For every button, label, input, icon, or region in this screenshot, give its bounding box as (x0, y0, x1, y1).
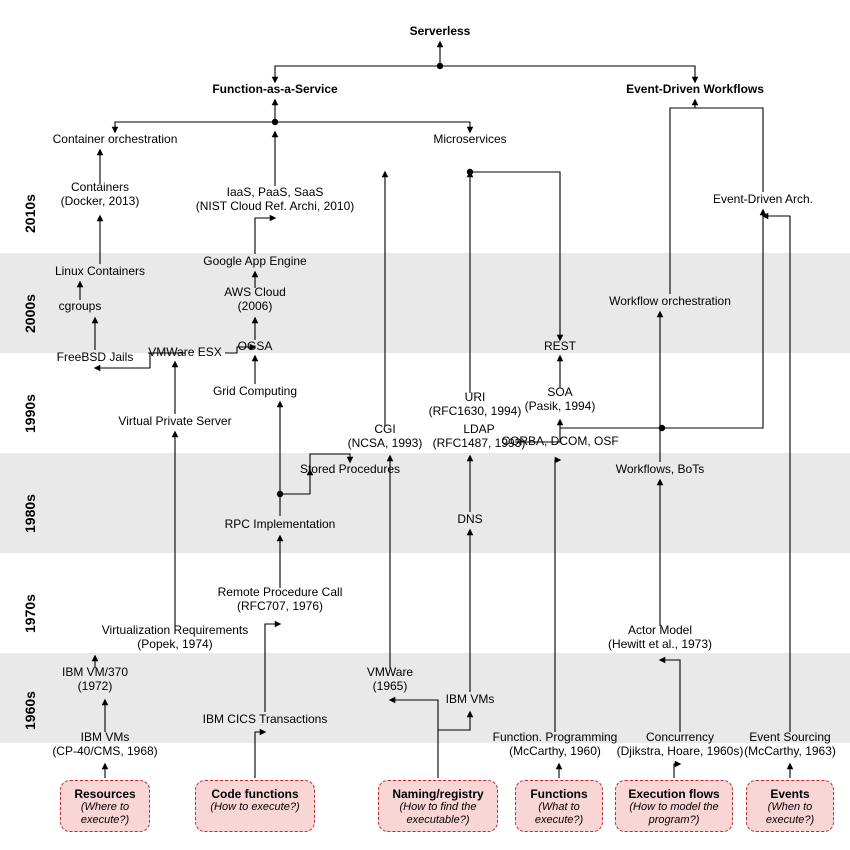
category-box: Code functions(How to execute?) (195, 780, 315, 832)
node-freebsd: FreeBSD Jails (57, 351, 134, 365)
edge (440, 66, 695, 82)
node-ibm_vms: IBM VMs (446, 693, 495, 707)
node-ibm_vm: IBM VM/370 (1972) (62, 666, 128, 694)
node-ogsa: OGSA (238, 340, 273, 354)
node-workflow_orch: Workflow orchestration (609, 295, 731, 309)
category-title: Execution flows (620, 787, 728, 801)
node-microservices: Microservices (433, 133, 506, 147)
junction-dot (437, 63, 443, 69)
junction-dot (272, 119, 278, 125)
node-cgi: CGI (NCSA, 1993) (348, 423, 423, 451)
node-virt_req: Virtualization Requirements (Popek, 1974… (102, 624, 249, 652)
node-containers: Containers (Docker, 2013) (61, 181, 140, 209)
node-rpc: Remote Procedure Call (RFC707, 1976) (218, 586, 343, 614)
category-subtitle: (Where to execute?) (65, 801, 145, 826)
node-ibm_cp40: IBM VMs (CP-40/CMS, 1968) (52, 731, 157, 759)
node-concurrency: Concurrency (Djikstra, Hoare, 1960s) (617, 731, 744, 759)
decade-label: 1970s (22, 594, 38, 633)
node-corba: CORBA, DCOM, OSF (501, 435, 618, 449)
edge (275, 122, 470, 132)
category-box: Resources(Where to execute?) (60, 780, 150, 832)
junction-dot (467, 169, 473, 175)
node-ibm_cics: IBM CICS Transactions (203, 713, 328, 727)
category-title: Code functions (200, 787, 310, 801)
category-subtitle: (How to model the program?) (620, 801, 728, 826)
node-linux_containers: Linux Containers (55, 265, 145, 279)
node-rpc_impl: RPC Implementation (225, 518, 336, 532)
node-func_prog: Function. Programming (McCarthy, 1960) (493, 731, 618, 759)
junction-dot (659, 425, 665, 431)
category-subtitle: (How to execute?) (200, 801, 310, 814)
category-title: Events (751, 787, 829, 801)
node-soa: SOA (Pasik, 1994) (525, 386, 596, 414)
node-event_sourcing: Event Sourcing (McCarthy, 1963) (744, 731, 836, 759)
category-subtitle: (When to execute?) (751, 801, 829, 826)
decade-label: 2000s (22, 294, 38, 333)
category-subtitle: (What to execute?) (520, 801, 598, 826)
category-box: Naming/registry(How to find the executab… (378, 780, 498, 832)
edge (695, 100, 763, 192)
edge (115, 122, 275, 132)
node-actor: Actor Model (Hewitt et al., 1973) (608, 624, 712, 652)
node-uri: URI (RFC1630, 1994) (429, 391, 522, 419)
node-workflows_bots: Workflows, BoTs (616, 463, 704, 477)
node-faas: Function-as-a-Service (212, 83, 337, 97)
node-aws: AWS Cloud (2006) (224, 286, 286, 314)
edge (255, 218, 275, 254)
node-serverless: Serverless (410, 25, 471, 39)
decade-label: 1990s (22, 394, 38, 433)
decade-label: 1980s (22, 494, 38, 533)
category-box: Execution flows(How to model the program… (615, 780, 733, 832)
node-stored: Stored Procedures (300, 463, 400, 477)
node-vmware_1965: VMWare (1965) (367, 666, 413, 694)
category-box: Functions(What to execute?) (515, 780, 603, 832)
node-vmware: VMWare ESX (148, 346, 222, 360)
decade-label: 1960s (22, 691, 38, 730)
category-subtitle: (How to find the executable?) (383, 801, 493, 826)
node-iaas: IaaS, PaaS, SaaS (NIST Cloud Ref. Archi,… (196, 186, 355, 214)
node-vps: Virtual Private Server (118, 415, 231, 429)
node-container_orch: Container orchestration (53, 133, 178, 147)
node-rest: REST (544, 340, 576, 354)
edge (674, 764, 680, 778)
edge (275, 66, 440, 82)
category-box: Events(When to execute?) (746, 780, 834, 832)
node-grid: Grid Computing (213, 385, 297, 399)
node-cgroups: cgroups (59, 300, 102, 314)
node-google_app: Google App Engine (203, 255, 306, 269)
category-title: Resources (65, 787, 145, 801)
node-edw: Event-Driven Workflows (626, 83, 764, 97)
decade-stripe (0, 453, 850, 553)
node-eda: Event-Driven Arch. (713, 193, 813, 207)
category-title: Naming/registry (383, 787, 493, 801)
category-title: Functions (520, 787, 598, 801)
node-dns: DNS (457, 513, 482, 527)
decade-label: 2010s (22, 194, 38, 233)
